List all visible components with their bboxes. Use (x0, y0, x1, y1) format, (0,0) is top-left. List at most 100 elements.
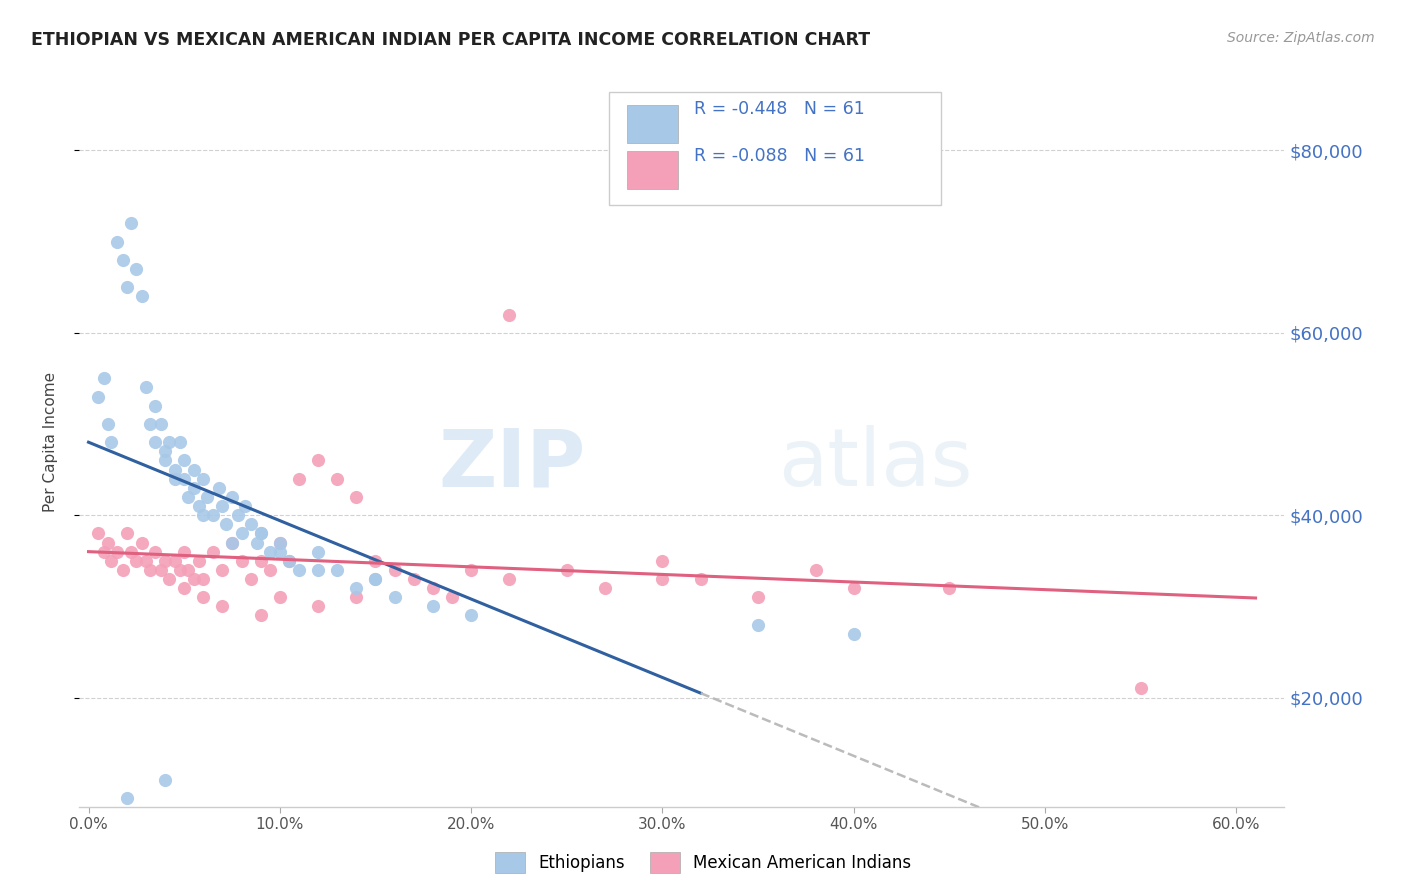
Point (938, 581, 960, 595)
Point (422, 599, 444, 614)
Point (120, 216, 142, 230)
Point (221, 535, 243, 549)
Point (231, 526, 253, 541)
Point (188, 554, 211, 568)
Point (364, 572, 387, 586)
Point (384, 591, 406, 605)
Point (135, 554, 157, 568)
Text: ETHIOPIAN VS MEXICAN AMERICAN INDIAN PER CAPITA INCOME CORRELATION CHART: ETHIOPIAN VS MEXICAN AMERICAN INDIAN PER… (31, 31, 870, 49)
Point (344, 581, 367, 595)
Legend: Ethiopians, Mexican American Indians: Ethiopians, Mexican American Indians (488, 846, 918, 880)
Point (747, 617, 769, 632)
Point (269, 591, 291, 605)
Point (211, 499, 233, 513)
Point (145, 544, 167, 558)
Point (307, 563, 329, 577)
Point (226, 508, 249, 523)
Point (163, 554, 186, 568)
Point (153, 444, 176, 458)
Point (460, 563, 482, 577)
Point (307, 453, 329, 467)
Point (259, 544, 281, 558)
Point (193, 508, 215, 523)
Point (326, 472, 349, 486)
Point (288, 472, 311, 486)
Point (100, 554, 122, 568)
Point (173, 472, 195, 486)
Point (384, 563, 406, 577)
Point (111, 252, 134, 267)
Point (651, 572, 673, 586)
Point (169, 435, 191, 450)
Point (173, 544, 195, 558)
Point (100, 435, 122, 450)
Point (842, 626, 865, 640)
Point (131, 289, 153, 303)
Point (150, 563, 173, 577)
Point (842, 581, 865, 595)
Point (120, 544, 142, 558)
Point (207, 481, 229, 495)
Point (201, 508, 224, 523)
Point (498, 572, 520, 586)
Point (131, 535, 153, 549)
Point (125, 554, 148, 568)
Point (157, 435, 180, 450)
Point (460, 608, 482, 623)
Point (235, 499, 257, 513)
Text: R = -0.448   N = 61: R = -0.448 N = 61 (693, 100, 865, 118)
Point (498, 308, 520, 322)
Point (364, 572, 387, 586)
Point (157, 572, 180, 586)
Point (177, 563, 200, 577)
Point (269, 535, 291, 549)
Point (183, 481, 205, 495)
Point (249, 526, 271, 541)
Point (153, 453, 176, 467)
Point (153, 772, 176, 787)
Text: R = -0.088   N = 61: R = -0.088 N = 61 (693, 146, 865, 164)
FancyBboxPatch shape (627, 105, 678, 143)
Point (422, 581, 444, 595)
Point (211, 563, 233, 577)
Text: Source: ZipAtlas.com: Source: ZipAtlas.com (1227, 31, 1375, 45)
Point (105, 544, 128, 558)
Point (747, 591, 769, 605)
Point (326, 563, 349, 577)
Point (150, 417, 173, 431)
Point (402, 572, 425, 586)
Point (440, 591, 463, 605)
Point (87, 390, 110, 404)
Point (111, 563, 134, 577)
Text: ZIP: ZIP (437, 425, 585, 503)
Point (307, 544, 329, 558)
Point (211, 599, 233, 614)
Point (87, 526, 110, 541)
Point (163, 472, 186, 486)
Point (97, 535, 120, 549)
Point (240, 517, 263, 532)
Point (259, 563, 281, 577)
Point (115, 790, 138, 805)
Point (145, 399, 167, 413)
Point (215, 517, 238, 532)
Point (344, 490, 367, 504)
Point (221, 535, 243, 549)
Point (173, 453, 195, 467)
Point (344, 591, 367, 605)
Point (307, 599, 329, 614)
Point (593, 581, 616, 595)
Point (195, 490, 218, 504)
Point (183, 462, 205, 476)
Point (193, 572, 215, 586)
Point (269, 535, 291, 549)
Point (135, 380, 157, 394)
Point (97, 417, 120, 431)
Point (145, 435, 167, 450)
Point (221, 490, 243, 504)
Point (125, 262, 148, 277)
Point (555, 563, 578, 577)
Point (139, 563, 162, 577)
Point (188, 499, 211, 513)
Point (278, 554, 301, 568)
